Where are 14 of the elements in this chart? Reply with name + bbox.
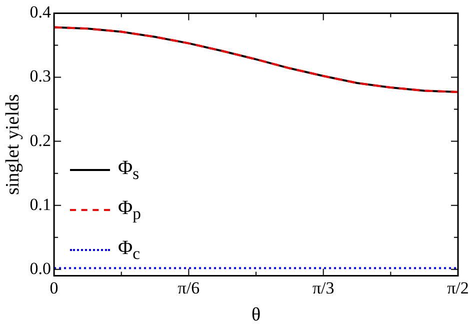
y-tick-label: 0.1 (30, 194, 52, 214)
y-tick-label: 0.2 (30, 130, 52, 150)
legend-label: Φ$_{p}$ (118, 196, 141, 224)
x-tick-label: π/2 (447, 278, 469, 298)
y-tick-label: 0.3 (30, 66, 52, 86)
x-tick-label: 0 (50, 278, 58, 298)
y-tick-label: 0.0 (30, 258, 52, 278)
x-tick-label: π/3 (312, 278, 334, 298)
legend-label: Φ$_{s}$ (118, 156, 140, 184)
y-tick-label: 0.4 (30, 2, 52, 22)
x-axis-title: θ (251, 304, 261, 326)
x-tick-label: π/6 (178, 278, 200, 298)
legend-label: Φ$_{c}$ (118, 236, 140, 264)
y-axis-title: singlet yields (2, 94, 24, 195)
